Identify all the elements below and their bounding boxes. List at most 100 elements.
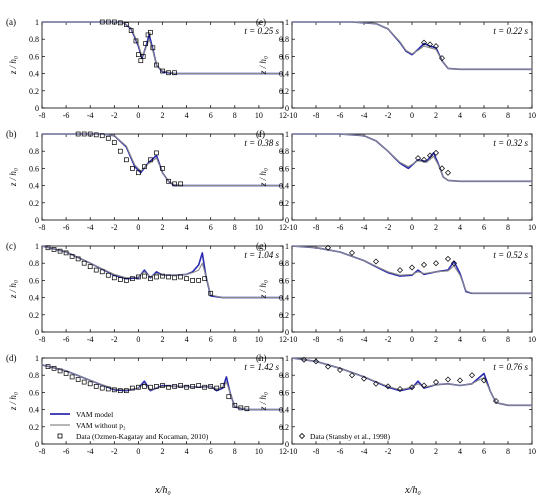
y-tick-label: 0 xyxy=(35,216,39,225)
x-tick-label: 10 xyxy=(255,111,263,120)
x-tick-label: 2 xyxy=(434,111,438,120)
data-point-square xyxy=(99,269,105,275)
y-axis-label: z / h₀ xyxy=(8,280,18,299)
data-point-square xyxy=(93,384,99,389)
series-line-vam-without-p2 xyxy=(292,21,532,70)
x-tick-label: 8 xyxy=(233,223,237,232)
panel-b: 00.20.40.60.81-8 -6 -4 -2 0 2 4 6 8 10 12(b)z / h₀… xyxy=(6,129,287,232)
data-point-square xyxy=(184,276,189,282)
y-tick-label: 0 xyxy=(35,440,39,449)
y-tick-label: 0.8 xyxy=(29,371,39,380)
data-point-square xyxy=(166,70,171,76)
x-tick-label: -4 xyxy=(87,111,94,120)
panels: 00.20.40.60.81-8 -6 -4 -2 0 2 4 6 8 10 12(a)z / h₀… xyxy=(6,17,536,456)
legend-label: Data (Stansby et al., 1998) xyxy=(310,432,390,441)
data-point-square xyxy=(128,28,134,33)
x-tick-label: 0 xyxy=(136,223,140,232)
y-tick-label: 0.4 xyxy=(29,182,39,191)
x-tick-label: 0 xyxy=(136,447,140,456)
data-point-square xyxy=(81,131,87,137)
data-point-diamond xyxy=(433,43,439,50)
y-axis-label: z / h₀ xyxy=(8,392,18,411)
x-tick-label: -10 xyxy=(287,335,298,344)
y-tick-label: 0 xyxy=(285,328,289,337)
data-point-diamond xyxy=(433,379,439,386)
data-point-square xyxy=(81,379,87,385)
y-tick-label: 0.2 xyxy=(29,199,39,208)
data-point-diamond xyxy=(433,260,439,267)
data-point-square xyxy=(172,275,177,281)
data-point-square xyxy=(45,245,51,251)
x-tick-label: 0 xyxy=(410,223,414,232)
y-tick-label: 0.6 xyxy=(279,52,289,61)
data-point-square xyxy=(172,384,177,389)
data-point-square xyxy=(143,41,148,46)
x-tick-label: 0 xyxy=(410,447,414,456)
data-point-square xyxy=(117,148,123,154)
y-tick-label: 0.4 xyxy=(279,406,289,415)
y-tick-label: 0.2 xyxy=(29,423,39,432)
y-tick-label: 0.4 xyxy=(29,70,39,79)
data-point-square xyxy=(111,140,117,145)
legend-left: VAM model VAM without p₂ Data (Ozmen-Kagat… xyxy=(50,410,209,441)
y-tick-label: 0.6 xyxy=(279,164,289,173)
data-point-square xyxy=(172,70,177,76)
y-tick-label: 0.4 xyxy=(279,182,289,191)
y-tick-label: 0.8 xyxy=(279,147,289,156)
x-tick-label: 8 xyxy=(506,447,510,456)
y-tick-label: 0.4 xyxy=(279,294,289,303)
x-tick-label: 10 xyxy=(528,223,536,232)
x-tick-label: 6 xyxy=(209,335,213,344)
x-tick-label: -6 xyxy=(63,447,70,456)
data-point-square xyxy=(105,386,111,392)
x-tick-label: -8 xyxy=(313,335,320,344)
panel-letter: (b) xyxy=(6,129,17,139)
series-line-vam-without-p2 xyxy=(291,245,532,294)
y-tick-label: 0.4 xyxy=(279,70,289,79)
y-tick-label: 1 xyxy=(285,130,289,139)
y-tick-label: 0 xyxy=(285,104,289,113)
data-point-square xyxy=(87,264,93,269)
data-point-square xyxy=(154,274,159,280)
data-point-square xyxy=(150,45,156,51)
legend-label: VAM model xyxy=(76,410,113,419)
data-point-diamond xyxy=(301,356,307,363)
y-tick-label: 0 xyxy=(285,440,289,449)
data-point-square xyxy=(123,388,129,394)
y-tick-label: 1 xyxy=(285,354,289,363)
y-tick-label: 0.2 xyxy=(279,311,289,320)
x-tick-label: -10 xyxy=(287,223,298,232)
x-tick-label: 4 xyxy=(185,223,189,232)
data-point-diamond xyxy=(421,261,427,268)
data-point-square xyxy=(148,157,153,163)
x-tick-label: -6 xyxy=(337,447,344,456)
x-tick-label: 6 xyxy=(209,111,213,120)
y-tick-label: 0.8 xyxy=(29,147,39,156)
data-point-square xyxy=(69,253,75,259)
data-point-square xyxy=(75,256,81,262)
y-tick-label: 1 xyxy=(35,242,39,251)
y-tick-label: 0.2 xyxy=(29,87,39,96)
x-tick-label: 2 xyxy=(161,335,165,344)
x-tick-label: 8 xyxy=(233,447,237,456)
data-point-diamond xyxy=(373,380,379,387)
x-tick-label: 8 xyxy=(233,335,237,344)
y-axis-label: z / h₀ xyxy=(258,392,268,411)
data-point-square xyxy=(208,384,214,389)
x-tick-label: -2 xyxy=(111,447,118,456)
data-point-square xyxy=(117,20,123,26)
y-axis-label: z / h₀ xyxy=(258,56,268,75)
y-tick-label: 1 xyxy=(35,130,39,139)
data-point-diamond xyxy=(373,258,379,265)
data-point-square xyxy=(63,250,69,256)
panel-letter: (g) xyxy=(256,241,267,251)
x-tick-label: 4 xyxy=(458,223,462,232)
data-point-diamond xyxy=(361,375,367,382)
data-point-square xyxy=(178,181,183,187)
data-point-square xyxy=(81,260,87,266)
data-point-diamond xyxy=(409,384,415,391)
series-line-vam-without-p2 xyxy=(42,133,283,187)
x-tick-label: -2 xyxy=(385,111,392,120)
data-point-diamond xyxy=(349,249,355,256)
data-point-diamond xyxy=(421,156,427,163)
